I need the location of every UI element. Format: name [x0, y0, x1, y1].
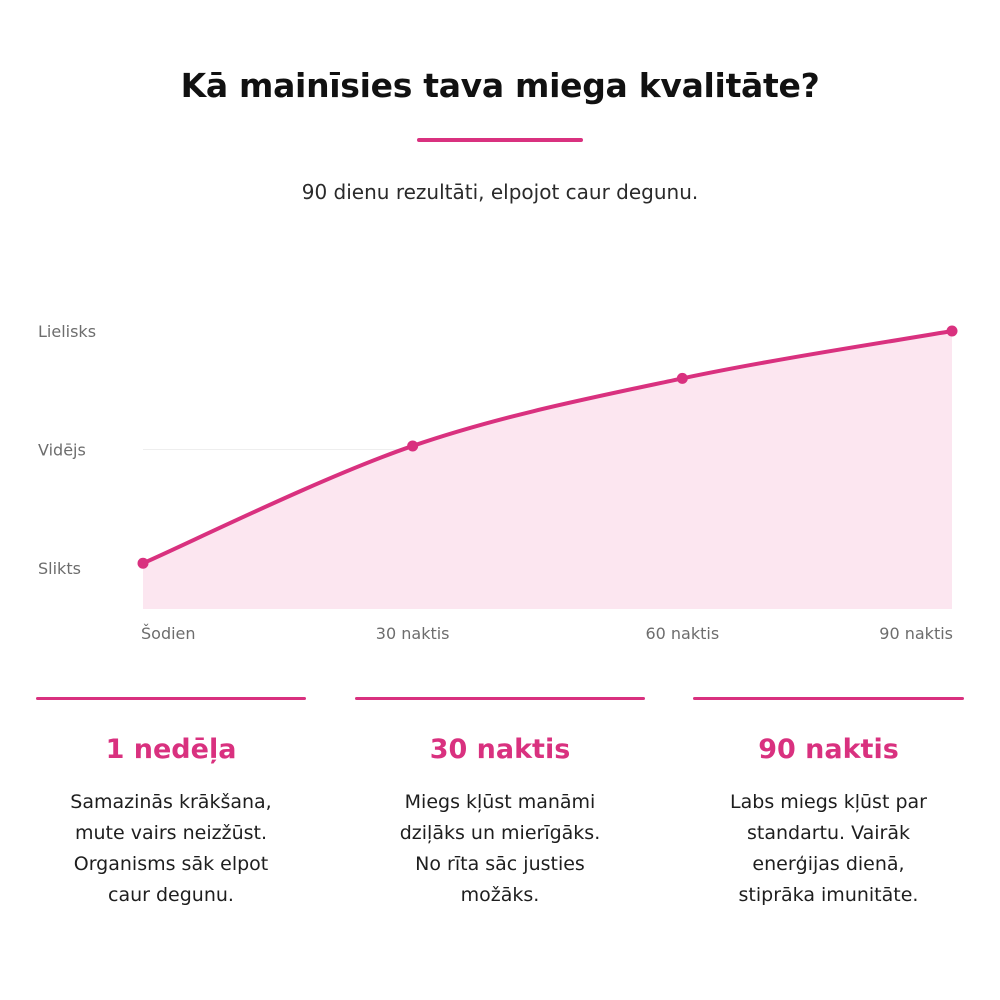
milestone-heading: 90 naktis: [758, 734, 899, 765]
milestone-card-rule: [36, 697, 306, 700]
milestone-description: Labs miegs kļūst par standartu. Vairāk e…: [693, 787, 964, 911]
milestone-card-rule: [693, 697, 964, 700]
page-title: Kā mainīsies tava miega kvalitāte?: [180, 66, 820, 105]
x-tick-label: 60 naktis: [645, 624, 719, 643]
chart-line-layer: [141, 329, 954, 566]
x-tick-label: Šodien: [141, 624, 196, 643]
data-point-2: [676, 372, 688, 384]
milestone-heading: 1 nedēļa: [105, 734, 237, 765]
milestone-line: standartu. Vairāk: [746, 822, 911, 844]
milestone-line: enerģijas dienā,: [752, 853, 905, 875]
data-point-1: [407, 440, 419, 452]
title-underline: [417, 138, 583, 142]
series-line: [141, 329, 954, 566]
milestone-line: Samazinās krākšana,: [70, 791, 272, 813]
y-tick-label: Slikts: [38, 559, 81, 578]
milestone-line: stiprāka imunitāte.: [738, 884, 919, 906]
series-area: [143, 331, 952, 609]
data-point-3: [946, 325, 958, 337]
x-tick-label: 90 naktis: [879, 624, 953, 643]
milestone-line: caur degunu.: [108, 884, 234, 906]
milestone-line: možāks.: [460, 884, 540, 906]
data-point-0: [137, 557, 149, 569]
milestone-card-1-week: 1 nedēļa Samazinās krākšana, mute vairs …: [36, 697, 306, 911]
milestone-description: Miegs kļūst manāmi dziļāks un mierīgāks.…: [355, 787, 645, 911]
x-tick-label: 30 naktis: [376, 624, 450, 643]
milestone-description: Samazinās krākšana, mute vairs neizžūst.…: [36, 787, 306, 911]
milestone-line: mute vairs neizžūst.: [74, 822, 268, 844]
milestone-line: dziļāks un mierīgāks.: [399, 822, 601, 844]
chart-points: [137, 325, 958, 569]
milestone-heading: 30 naktis: [429, 734, 571, 765]
y-tick-label: Lielisks: [38, 322, 96, 341]
milestone-line: No rīta sāc justies: [415, 853, 585, 875]
y-tick-label: Vidējs: [38, 441, 86, 460]
milestone-card-rule: [355, 697, 645, 700]
chart-area-layer: [143, 331, 952, 609]
milestone-card-90-nights: 90 naktis Labs miegs kļūst par standartu…: [693, 697, 964, 911]
chart-y-tick-labels: Slikts Vidējs Lielisks: [38, 322, 96, 578]
chart-x-tick-labels: Šodien 30 naktis 60 naktis 90 naktis: [141, 624, 953, 643]
milestone-line: Organisms sāk elpot: [73, 853, 269, 875]
milestone-line: Miegs kļūst manāmi: [404, 791, 596, 813]
milestone-card-30-nights: 30 naktis Miegs kļūst manāmi dziļāks un …: [355, 697, 645, 911]
page-subtitle: 90 dienu rezultāti, elpojot caur degunu.: [301, 180, 699, 204]
milestone-line: Labs miegs kļūst par: [730, 791, 927, 813]
